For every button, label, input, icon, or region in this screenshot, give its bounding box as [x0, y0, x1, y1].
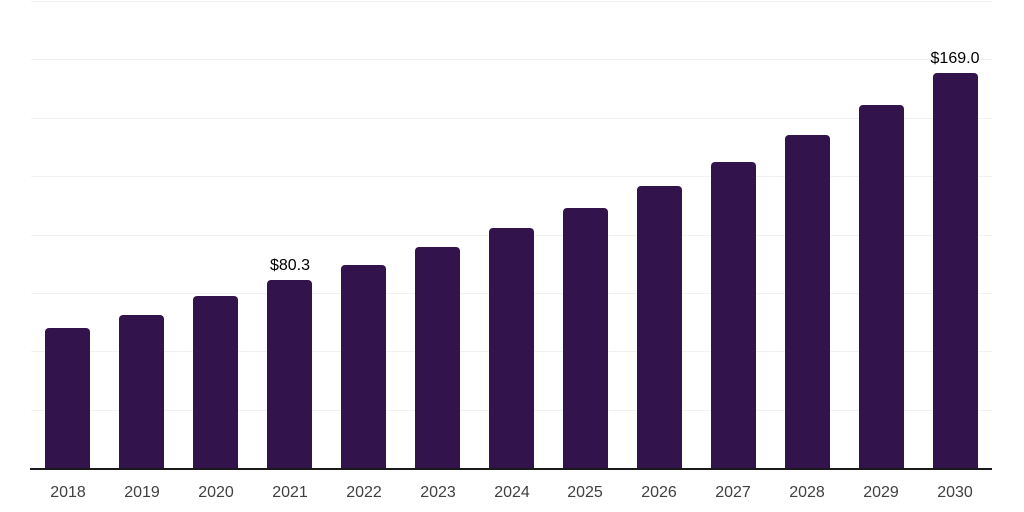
- bar-2025: [563, 208, 608, 468]
- gridline: [31, 118, 992, 119]
- x-tick-2025: 2025: [567, 484, 603, 501]
- bar-2026: [637, 186, 682, 468]
- value-label-2030: $169.0: [930, 50, 980, 67]
- x-tick-2018: 2018: [50, 484, 86, 501]
- bar-2022: [341, 265, 386, 468]
- bar-2027: [711, 162, 756, 468]
- x-tick-2023: 2023: [420, 484, 456, 501]
- bar-2024: [489, 228, 534, 468]
- bar-2028: [785, 135, 830, 468]
- bar-2021: [267, 280, 312, 468]
- gridline: [31, 176, 992, 177]
- x-tick-2020: 2020: [198, 484, 234, 501]
- x-tick-2021: 2021: [272, 484, 308, 501]
- bar-2019: [119, 315, 164, 468]
- bar-2018: [45, 328, 90, 468]
- gridline: [31, 59, 992, 60]
- gridline: [31, 1, 992, 2]
- bar-2020: [193, 296, 238, 468]
- x-tick-2028: 2028: [789, 484, 825, 501]
- x-tick-2024: 2024: [494, 484, 530, 501]
- x-tick-2019: 2019: [124, 484, 160, 501]
- x-tick-2027: 2027: [715, 484, 751, 501]
- bar-2023: [415, 247, 460, 468]
- bar-2030: [933, 73, 978, 468]
- x-tick-2026: 2026: [641, 484, 677, 501]
- x-tick-2030: 2030: [937, 484, 973, 501]
- bar-2029: [859, 105, 904, 468]
- x-tick-2029: 2029: [863, 484, 899, 501]
- x-tick-2022: 2022: [346, 484, 382, 501]
- value-label-2021: $80.3: [269, 257, 311, 274]
- x-axis-line: [30, 468, 992, 470]
